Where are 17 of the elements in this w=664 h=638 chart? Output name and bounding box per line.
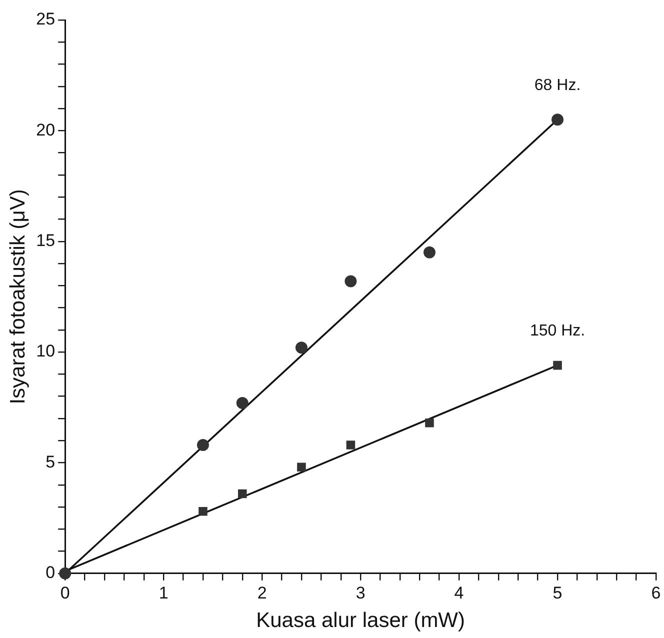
y-tick-label: 5 [46,452,56,472]
x-tick-label: 0 [60,583,70,602]
y-tick-label: 0 [46,563,56,582]
y-tick-label: 15 [36,231,56,250]
y-axis-title: Isyarat fotoakustik (μV) [6,189,30,404]
x-tick-label: 3 [356,583,366,602]
series-label: 150 Hz. [530,322,586,340]
x-tick-label: 4 [454,583,464,602]
x-tick-label: 1 [158,583,168,602]
x-tick-label: 6 [651,583,661,602]
y-tick-label: 10 [36,342,56,361]
x-tick-label: 2 [257,583,267,602]
x-axis-title: Kuasa alur laser (mW) [256,609,465,632]
series-label: 68 Hz. [534,77,581,94]
x-tick-label: 5 [552,583,562,602]
y-tick-label: 20 [36,120,56,140]
y-tick-label: 25 [36,10,56,29]
